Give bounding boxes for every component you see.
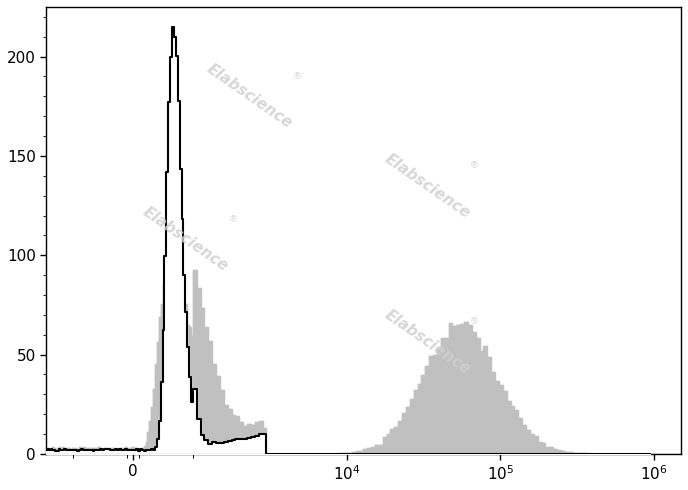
Text: ®: ® bbox=[292, 72, 301, 81]
Text: Elabscience: Elabscience bbox=[382, 307, 473, 377]
Text: ®: ® bbox=[470, 318, 480, 326]
Text: Elabscience: Elabscience bbox=[140, 204, 231, 274]
Text: ®: ® bbox=[229, 215, 238, 224]
Text: ®: ® bbox=[470, 161, 480, 170]
Text: Elabscience: Elabscience bbox=[204, 61, 295, 131]
Text: Elabscience: Elabscience bbox=[382, 151, 473, 221]
